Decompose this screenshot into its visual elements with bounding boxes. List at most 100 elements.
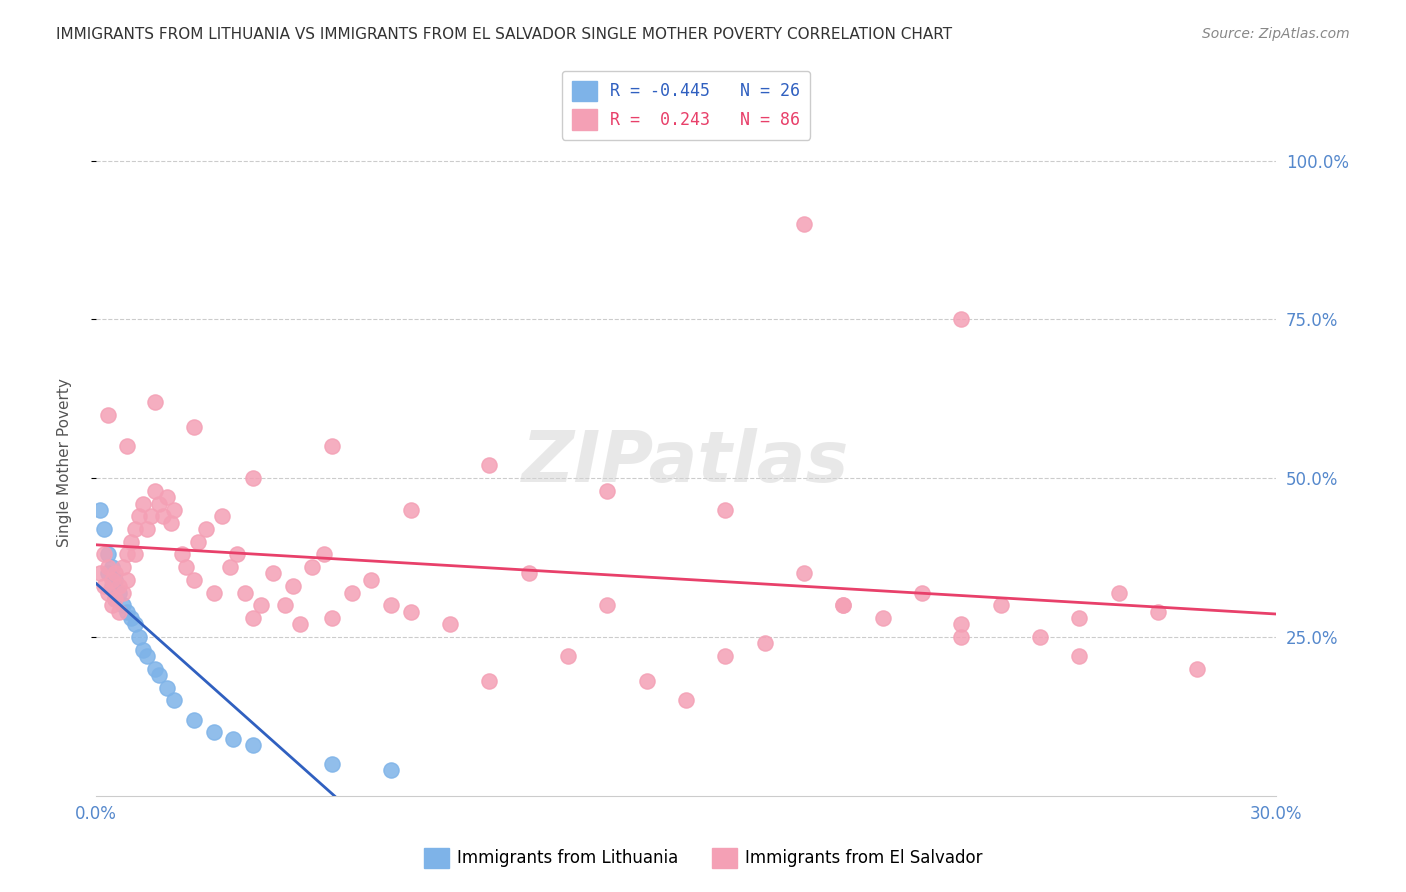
Point [143, 662, 166, 676]
Point [950, 312, 973, 326]
Point [517, 566, 540, 581]
Point [714, 648, 737, 663]
Point [104, 591, 127, 606]
Point [1187, 662, 1209, 676]
Point [380, 598, 402, 612]
Point [194, 522, 217, 536]
Point [108, 605, 131, 619]
Point [100, 573, 122, 587]
Legend: R = -0.445   N = 26, R =  0.243   N = 86: R = -0.445 N = 26, R = 0.243 N = 86 [562, 70, 810, 139]
Point [183, 573, 205, 587]
Point [793, 217, 815, 231]
Point [155, 681, 177, 695]
Point [112, 585, 135, 599]
Point [100, 579, 122, 593]
Point [124, 522, 146, 536]
Point [124, 617, 146, 632]
Point [990, 598, 1012, 612]
Point [136, 648, 159, 663]
Point [148, 497, 170, 511]
Point [233, 585, 256, 599]
Point [93, 548, 115, 562]
Point [596, 598, 619, 612]
Point [143, 395, 166, 409]
Point [152, 509, 174, 524]
Point [596, 483, 619, 498]
Legend: Immigrants from Lithuania, Immigrants from El Salvador: Immigrants from Lithuania, Immigrants fr… [418, 841, 988, 875]
Point [242, 471, 264, 485]
Point [793, 566, 815, 581]
Point [950, 617, 973, 632]
Point [132, 497, 155, 511]
Point [321, 439, 343, 453]
Point [1147, 605, 1170, 619]
Point [202, 585, 225, 599]
Point [159, 516, 181, 530]
Text: IMMIGRANTS FROM LITHUANIA VS IMMIGRANTS FROM EL SALVADOR SINGLE MOTHER POVERTY C: IMMIGRANTS FROM LITHUANIA VS IMMIGRANTS … [56, 27, 952, 42]
Point [108, 579, 131, 593]
Point [104, 591, 127, 606]
Point [143, 483, 166, 498]
Point [439, 617, 461, 632]
Point [93, 579, 115, 593]
Point [172, 548, 194, 562]
Point [1069, 648, 1091, 663]
Point [139, 509, 162, 524]
Point [301, 560, 323, 574]
Point [117, 548, 139, 562]
Y-axis label: Single Mother Poverty: Single Mother Poverty [58, 378, 72, 547]
Point [832, 598, 855, 612]
Point [478, 674, 501, 689]
Point [1108, 585, 1130, 599]
Point [242, 611, 264, 625]
Point [120, 611, 142, 625]
Point [380, 764, 402, 778]
Point [97, 566, 120, 581]
Point [312, 548, 335, 562]
Point [950, 630, 973, 644]
Point [273, 598, 295, 612]
Point [128, 509, 150, 524]
Point [183, 420, 205, 434]
Point [226, 548, 249, 562]
Point [321, 757, 343, 772]
Point [112, 560, 135, 574]
Point [155, 490, 177, 504]
Point [399, 503, 422, 517]
Point [104, 573, 127, 587]
Point [128, 630, 150, 644]
Point [89, 566, 111, 581]
Point [108, 585, 131, 599]
Point [136, 522, 159, 536]
Point [97, 548, 120, 562]
Point [97, 560, 120, 574]
Point [557, 648, 579, 663]
Point [1029, 630, 1052, 644]
Point [117, 605, 139, 619]
Point [478, 458, 501, 473]
Point [112, 598, 135, 612]
Point [163, 503, 186, 517]
Point [872, 611, 894, 625]
Point [163, 693, 186, 707]
Point [117, 439, 139, 453]
Point [675, 693, 697, 707]
Point [93, 522, 115, 536]
Point [340, 585, 363, 599]
Point [97, 585, 120, 599]
Point [360, 573, 382, 587]
Point [97, 408, 120, 422]
Point [148, 668, 170, 682]
Point [250, 598, 273, 612]
Point [89, 503, 111, 517]
Point [1069, 611, 1091, 625]
Point [218, 560, 240, 574]
Point [290, 617, 312, 632]
Point [281, 579, 304, 593]
Point [832, 598, 855, 612]
Point [187, 534, 209, 549]
Point [202, 725, 225, 739]
Point [117, 573, 139, 587]
Point [104, 566, 127, 581]
Point [911, 585, 934, 599]
